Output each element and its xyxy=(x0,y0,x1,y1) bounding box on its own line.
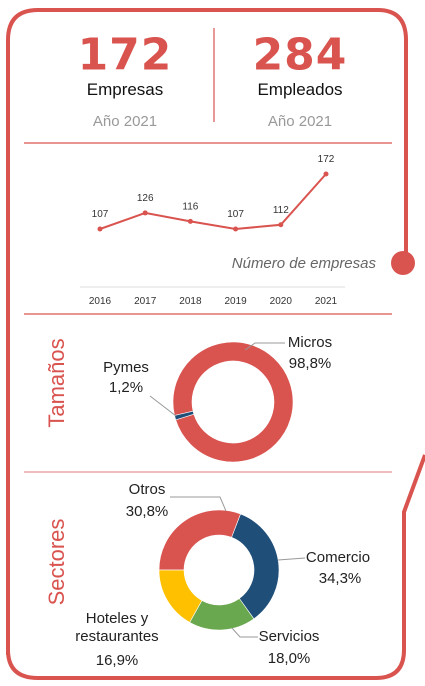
data-label: 172 xyxy=(318,154,335,165)
stat-value: 284 xyxy=(252,29,348,81)
chart-title: Tamaños xyxy=(43,338,69,428)
frame xyxy=(6,8,408,655)
point xyxy=(142,210,148,216)
leader-line xyxy=(277,557,306,561)
stat-label: Empleados xyxy=(257,79,343,99)
value-label: 18,0% xyxy=(267,650,311,667)
point xyxy=(97,226,103,232)
chart-title: Número de empresas xyxy=(231,255,376,272)
leader-line xyxy=(231,627,258,638)
slice xyxy=(158,509,241,571)
slice xyxy=(174,410,195,421)
x-tick-label: 2018 xyxy=(179,296,202,307)
data-label: 112 xyxy=(273,205,289,216)
data-label: 126 xyxy=(137,193,154,204)
stat-value: 172 xyxy=(77,29,173,81)
category-label: Servicios xyxy=(258,628,320,645)
value-label: 34,3% xyxy=(318,570,362,587)
x-tick-label: 2021 xyxy=(315,296,338,307)
category-label: Comercio xyxy=(305,549,371,566)
stat-sub: Año 2021 xyxy=(267,113,333,130)
data-label: 116 xyxy=(182,201,198,212)
data-label: 107 xyxy=(227,209,244,220)
x-tick-label: 2017 xyxy=(134,296,157,307)
point xyxy=(323,171,329,177)
leader-line xyxy=(244,342,285,351)
x-tick-label: 2016 xyxy=(89,296,112,307)
slice xyxy=(231,513,280,620)
category-label: Hoteles y restaurantes xyxy=(75,610,159,645)
stat-label: Empresas xyxy=(86,79,164,99)
leader-line xyxy=(149,395,177,417)
x-tick-label: 2019 xyxy=(224,296,247,307)
category-label: Otros xyxy=(128,481,166,498)
line xyxy=(99,173,327,231)
value-label: 1,2% xyxy=(108,379,144,396)
value-label: 98,8% xyxy=(288,355,332,372)
x-tick-label: 2020 xyxy=(270,296,293,307)
point xyxy=(233,226,239,232)
frame xyxy=(6,454,425,680)
category-label: Pymes xyxy=(103,359,149,376)
chart-title: Sectores xyxy=(43,518,69,606)
data-label: 107 xyxy=(92,209,109,220)
leader-line xyxy=(170,496,227,512)
value-label: 30,8% xyxy=(125,503,169,520)
slice xyxy=(172,341,294,463)
value-label: 16,9% xyxy=(95,652,139,669)
point xyxy=(187,218,193,224)
frame-dot xyxy=(391,251,415,275)
category-label: Micros xyxy=(287,334,333,351)
stat-sub: Año 2021 xyxy=(92,113,158,130)
point xyxy=(278,222,284,228)
